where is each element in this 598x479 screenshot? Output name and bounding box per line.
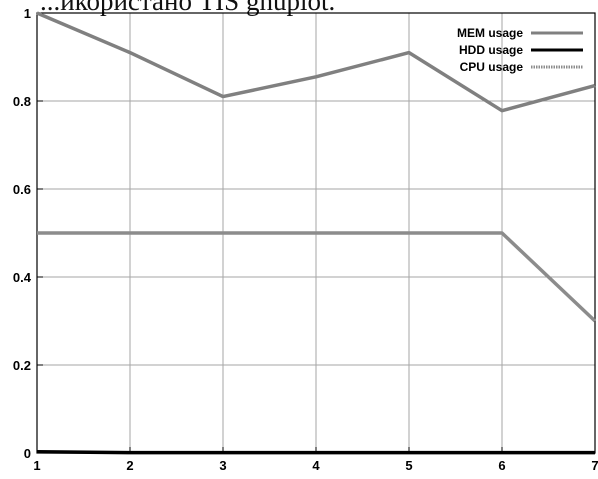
series-line-mem-usage (36, 11, 596, 113)
y-tick-label: 1 (24, 6, 31, 21)
y-axis-tick-labels: 0 0.2 0.4 0.6 0.8 1 (13, 6, 32, 461)
legend-label: CPU usage (460, 60, 524, 74)
cut-off-caption-text: ...икористано TIS gnuplot. (40, 0, 335, 16)
legend-label: HDD usage (459, 43, 523, 57)
legend: MEM usage HDD usage CPU usage (457, 26, 583, 74)
x-tick-label: 6 (498, 458, 505, 473)
x-tick-label: 2 (126, 458, 133, 473)
series-line-hdd-usage (36, 449, 595, 455)
x-tick-label: 3 (219, 458, 226, 473)
legend-label: MEM usage (457, 26, 523, 40)
y-tick-label: 0.8 (13, 94, 31, 109)
x-tick-label: 5 (405, 458, 412, 473)
x-tick-label: 7 (591, 458, 598, 473)
y-tick-label: 0.2 (13, 358, 31, 373)
x-tick-label: 4 (312, 458, 320, 473)
x-axis-tick-labels: 1 2 3 4 5 6 7 (33, 458, 598, 473)
data-series (36, 11, 597, 455)
y-tick-label: 0 (24, 446, 31, 461)
y-tick-label: 0.6 (13, 182, 31, 197)
y-tick-label: 0.4 (13, 270, 32, 285)
series-line-cpu-usage (37, 231, 597, 323)
x-tick-label: 1 (33, 458, 40, 473)
